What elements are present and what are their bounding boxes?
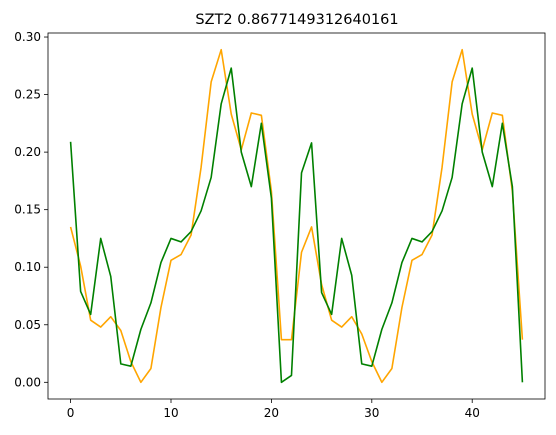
series-line-1 [69,48,524,384]
x-tick-label: 0 [67,406,75,420]
plot-frame [47,32,546,400]
plot-area [69,48,524,384]
x-tick-label: 30 [364,406,379,420]
x-tick-label: 40 [465,406,480,420]
series-line-2 [69,67,524,384]
y-tick-label: 0.20 [14,145,41,159]
x-tick-label: 20 [264,406,279,420]
y-tick-label: 0.25 [14,88,41,102]
y-tick-label: 0.30 [14,30,41,44]
x-tick-label: 10 [163,406,178,420]
chart-title: SZT2 0.8677149312640161 [195,12,398,28]
y-tick-label: 0.00 [14,375,41,389]
axes: 0 10 20 30 40 0.00 0.05 0.10 0.15 0.20 0.25 0.30 [14,30,546,420]
y-tick-label: 0.05 [14,318,41,332]
y-tick-label: 0.15 [14,203,41,217]
y-tick-label: 0.10 [14,260,41,274]
